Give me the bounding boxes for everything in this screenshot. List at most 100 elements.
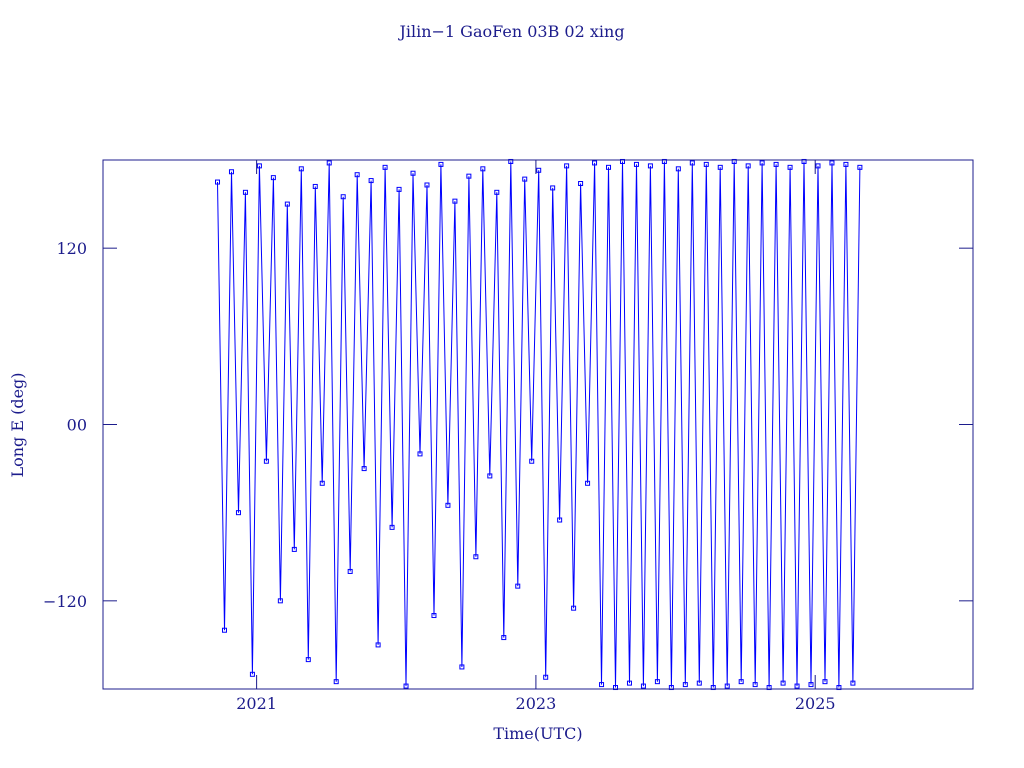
data-point bbox=[487, 473, 493, 479]
data-point bbox=[661, 158, 667, 164]
data-point bbox=[508, 158, 514, 164]
data-point bbox=[340, 194, 346, 200]
data-point bbox=[606, 164, 612, 170]
data-point bbox=[843, 161, 849, 167]
data-point bbox=[619, 158, 625, 164]
data-point bbox=[361, 466, 367, 472]
data-point bbox=[242, 189, 248, 195]
data-point bbox=[626, 680, 632, 686]
data-point bbox=[347, 568, 353, 574]
data-point bbox=[599, 682, 605, 688]
data-point bbox=[794, 683, 800, 689]
data-point bbox=[501, 635, 507, 641]
data-point bbox=[473, 554, 479, 560]
x-tick-label: 2021 bbox=[236, 694, 277, 713]
data-point bbox=[536, 167, 542, 173]
data-point bbox=[564, 163, 570, 169]
data-point bbox=[319, 480, 325, 486]
data-point bbox=[215, 179, 221, 185]
data-point bbox=[731, 158, 737, 164]
data-point bbox=[522, 176, 528, 182]
data-point bbox=[857, 164, 863, 170]
data-point bbox=[305, 657, 311, 663]
data-point bbox=[431, 613, 437, 619]
data-point bbox=[801, 158, 807, 164]
data-point bbox=[689, 160, 695, 166]
y-axis-label: Long E (deg) bbox=[8, 372, 27, 477]
data-point bbox=[249, 671, 255, 677]
data-point bbox=[633, 161, 639, 167]
data-point bbox=[808, 682, 814, 688]
data-point bbox=[277, 598, 283, 604]
x-tick-label: 2025 bbox=[795, 694, 836, 713]
data-point bbox=[403, 683, 409, 689]
data-point bbox=[550, 185, 556, 191]
data-point bbox=[375, 642, 381, 648]
data-point bbox=[822, 679, 828, 685]
x-axis-label: Time(UTC) bbox=[493, 724, 582, 743]
data-point bbox=[647, 163, 653, 169]
data-point bbox=[815, 163, 821, 169]
data-point bbox=[717, 164, 723, 170]
data-point bbox=[773, 161, 779, 167]
data-point bbox=[850, 680, 856, 686]
data-point bbox=[766, 685, 772, 691]
data-point bbox=[494, 189, 500, 195]
data-point bbox=[515, 583, 521, 589]
data-point bbox=[284, 201, 290, 207]
data-point bbox=[256, 163, 262, 169]
data-point bbox=[759, 160, 765, 166]
data-point bbox=[571, 605, 577, 611]
data-point bbox=[640, 683, 646, 689]
data-point bbox=[703, 161, 709, 167]
data-point bbox=[466, 173, 472, 179]
data-point bbox=[235, 510, 241, 516]
y-tick-label: −120 bbox=[43, 592, 87, 611]
data-point bbox=[263, 458, 269, 464]
y-tick-label: 120 bbox=[56, 239, 87, 258]
data-point bbox=[752, 682, 758, 688]
data-point bbox=[682, 682, 688, 688]
data-point bbox=[480, 166, 486, 172]
data-point bbox=[529, 458, 535, 464]
x-tick-label: 2023 bbox=[516, 694, 557, 713]
data-point bbox=[654, 679, 660, 685]
data-point bbox=[696, 680, 702, 686]
data-point bbox=[592, 160, 598, 166]
data-point bbox=[613, 685, 619, 691]
data-point bbox=[787, 164, 793, 170]
data-point bbox=[452, 198, 458, 204]
data-point bbox=[668, 685, 674, 691]
data-point bbox=[389, 524, 395, 530]
data-point bbox=[585, 480, 591, 486]
data-point bbox=[738, 679, 744, 685]
data-point bbox=[675, 166, 681, 172]
data-point bbox=[417, 451, 423, 457]
data-point bbox=[724, 683, 730, 689]
data-point bbox=[543, 674, 549, 680]
data-point bbox=[270, 175, 276, 181]
data-point bbox=[298, 166, 304, 172]
data-point bbox=[312, 183, 318, 189]
data-point bbox=[438, 161, 444, 167]
data-point bbox=[326, 160, 332, 166]
data-point bbox=[836, 685, 842, 691]
data-point bbox=[396, 186, 402, 192]
data-point bbox=[221, 627, 227, 633]
data-point bbox=[578, 181, 584, 187]
data-point bbox=[557, 517, 563, 523]
y-tick-label: 00 bbox=[67, 416, 87, 435]
data-point bbox=[780, 680, 786, 686]
data-point bbox=[829, 160, 835, 166]
data-point bbox=[459, 664, 465, 670]
data-point bbox=[354, 172, 360, 178]
data-point bbox=[424, 182, 430, 188]
data-point bbox=[382, 164, 388, 170]
data-point bbox=[710, 685, 716, 691]
data-point bbox=[291, 546, 297, 552]
data-point bbox=[745, 163, 751, 169]
data-line bbox=[217, 161, 861, 688]
data-point bbox=[228, 169, 234, 175]
chart-title: Jilin−1 GaoFen 03B 02 xing bbox=[397, 22, 624, 41]
